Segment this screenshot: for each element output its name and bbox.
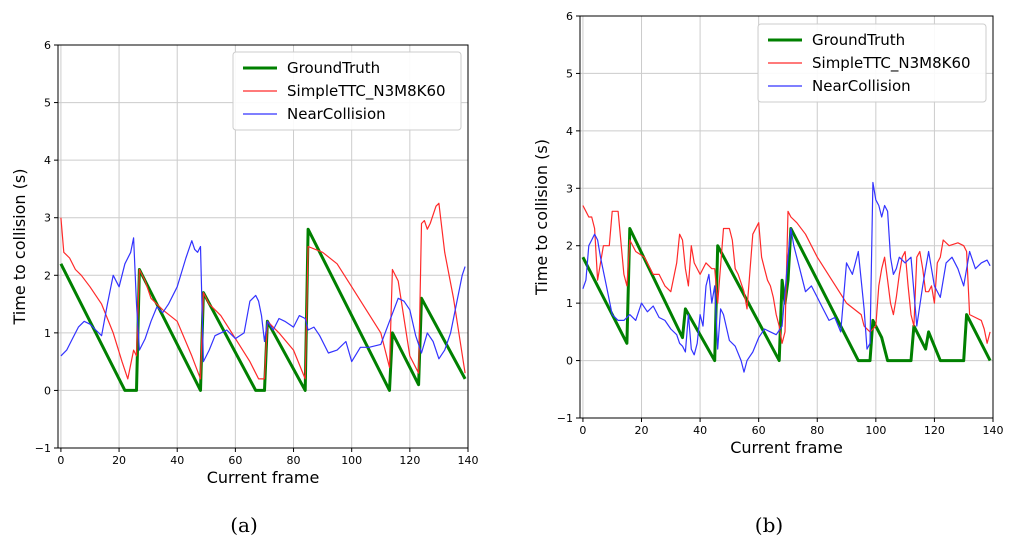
x-tick-label: 100 bbox=[341, 454, 362, 467]
y-tick-label: 3 bbox=[44, 212, 51, 225]
x-tick-label: 80 bbox=[287, 454, 301, 467]
x-tick-label: 0 bbox=[57, 454, 64, 467]
legend-entry: SimpleTTC_N3M8K60 bbox=[287, 82, 446, 101]
legend-entry: SimpleTTC_N3M8K60 bbox=[812, 54, 971, 73]
x-tick-label: 20 bbox=[635, 424, 649, 437]
x-axis-label: Current frame bbox=[730, 438, 843, 457]
y-tick-label: 6 bbox=[566, 10, 573, 23]
y-tick-label: 4 bbox=[566, 125, 573, 138]
x-tick-label: 60 bbox=[752, 424, 766, 437]
x-axis-label: Current frame bbox=[207, 468, 320, 487]
x-tick-label: 40 bbox=[170, 454, 184, 467]
y-tick-label: 3 bbox=[566, 182, 573, 195]
y-tick-label: 0 bbox=[566, 355, 573, 368]
x-tick-label: 60 bbox=[228, 454, 242, 467]
series-line-groundtruth bbox=[59, 227, 467, 392]
y-axis-label: Time to collision (s) bbox=[532, 139, 551, 296]
x-tick-label: 20 bbox=[112, 454, 126, 467]
legend-entry: GroundTruth bbox=[287, 59, 380, 77]
x-tick-label: 40 bbox=[693, 424, 707, 437]
x-tick-label: 0 bbox=[579, 424, 586, 437]
y-tick-label: 2 bbox=[44, 269, 51, 282]
legend: GroundTruth SimpleTTC_N3M8K60 NearCollisio… bbox=[757, 23, 987, 103]
series-line-simplettc-n3m8k60 bbox=[60, 202, 466, 380]
chart-panel-a: 0 20 40 60 80 100 120 140 −1 0 1 2 3 4 5 6 Current frame… bbox=[10, 39, 479, 487]
x-tick-label: 120 bbox=[924, 424, 945, 437]
y-axis-label: Time to collision (s) bbox=[10, 169, 29, 326]
y-tick-label: −1 bbox=[35, 442, 51, 455]
panel-label-b: (b) bbox=[755, 513, 783, 537]
y-tick-label: 5 bbox=[566, 67, 573, 80]
legend-entry: NearCollision bbox=[287, 105, 386, 123]
y-tick-label: 2 bbox=[566, 240, 573, 253]
y-tick-label: 6 bbox=[44, 39, 51, 52]
chart-panel-b: 0 20 40 60 80 100 120 140 −1 0 1 2 3 4 5 6 Current frame… bbox=[532, 10, 1004, 457]
y-tick-label: 1 bbox=[44, 327, 51, 340]
x-tick-label: 100 bbox=[865, 424, 886, 437]
y-tick-label: 4 bbox=[44, 154, 51, 167]
series-line-nearcollision bbox=[582, 181, 991, 373]
axes-frame bbox=[57, 44, 469, 449]
y-tick-label: 5 bbox=[44, 97, 51, 110]
y-tick-label: 0 bbox=[44, 384, 51, 397]
legend-box bbox=[757, 23, 987, 103]
y-tick-label: 1 bbox=[566, 297, 573, 310]
legend-box bbox=[232, 51, 462, 131]
x-tick-label: 140 bbox=[983, 424, 1004, 437]
series-line-nearcollision bbox=[60, 237, 466, 363]
axes-frame bbox=[579, 15, 994, 419]
legend-entry: NearCollision bbox=[812, 77, 911, 95]
x-tick-label: 120 bbox=[399, 454, 420, 467]
series-line-simplettc-n3m8k60 bbox=[582, 205, 991, 344]
x-tick-label: 140 bbox=[458, 454, 479, 467]
x-tick-label: 80 bbox=[810, 424, 824, 437]
legend: GroundTruth SimpleTTC_N3M8K60 NearCollisio… bbox=[232, 51, 462, 131]
series-line-groundtruth bbox=[581, 227, 992, 363]
panel-label-a: (a) bbox=[230, 513, 258, 537]
y-tick-label: −1 bbox=[557, 412, 573, 425]
legend-entry: GroundTruth bbox=[812, 31, 905, 49]
